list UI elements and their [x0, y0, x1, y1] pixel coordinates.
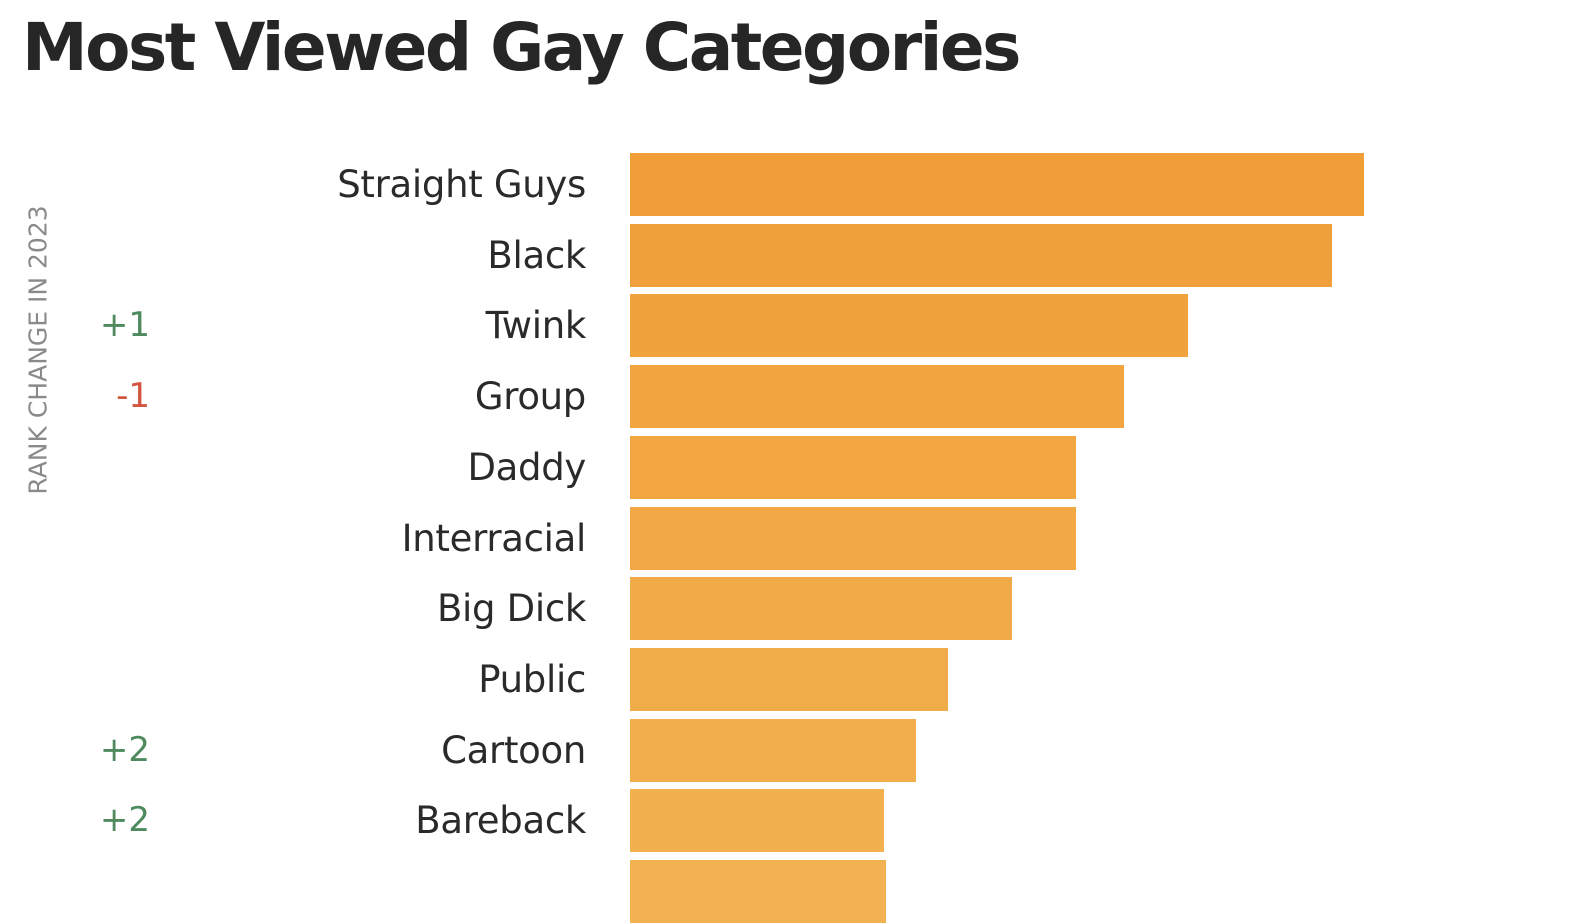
category-bar [630, 435, 1076, 499]
category-label: Twink [485, 304, 587, 348]
category-bar [630, 365, 1124, 429]
bar-row: Interracial [0, 506, 1570, 570]
category-bar [630, 647, 948, 711]
rank-change-value: -1 [116, 376, 150, 417]
category-label: Daddy [467, 445, 586, 489]
category-label: Black [487, 233, 586, 277]
bar-row: Straight Guys [0, 153, 1570, 216]
bar-row: Big Dick [0, 577, 1570, 641]
category-bar [630, 506, 1076, 570]
category-bar [630, 223, 1332, 287]
bar-row: Daddy [0, 435, 1570, 499]
category-label: Big Dick [436, 587, 586, 631]
rank-change-value: +2 [99, 800, 150, 841]
category-bar [630, 718, 916, 782]
category-label: Cartoon [441, 728, 586, 772]
rank-change-value: +1 [99, 305, 150, 346]
bar-row: Public [0, 647, 1570, 711]
rank-change-value: +2 [99, 729, 150, 770]
category-bar [630, 860, 886, 923]
category-bar [630, 789, 884, 853]
category-label: Bareback [415, 799, 586, 843]
category-label: Group [474, 375, 586, 419]
bar-row: -1 Group [0, 365, 1570, 429]
bar-row: +2 Bareback [0, 789, 1570, 853]
category-bar [630, 153, 1364, 216]
category-bar [630, 577, 1012, 641]
bar-row: +2 Cartoon [0, 718, 1570, 782]
bar-row: +1 Twink [0, 294, 1570, 358]
category-label: Public [478, 657, 586, 701]
category-label: Straight Guys [337, 163, 586, 206]
chart-title: Most Viewed Gay Categories [22, 9, 1021, 86]
bar-row [0, 860, 1570, 923]
bar-row: Black [0, 223, 1570, 287]
category-bar [630, 294, 1188, 358]
category-label: Interracial [401, 516, 587, 560]
